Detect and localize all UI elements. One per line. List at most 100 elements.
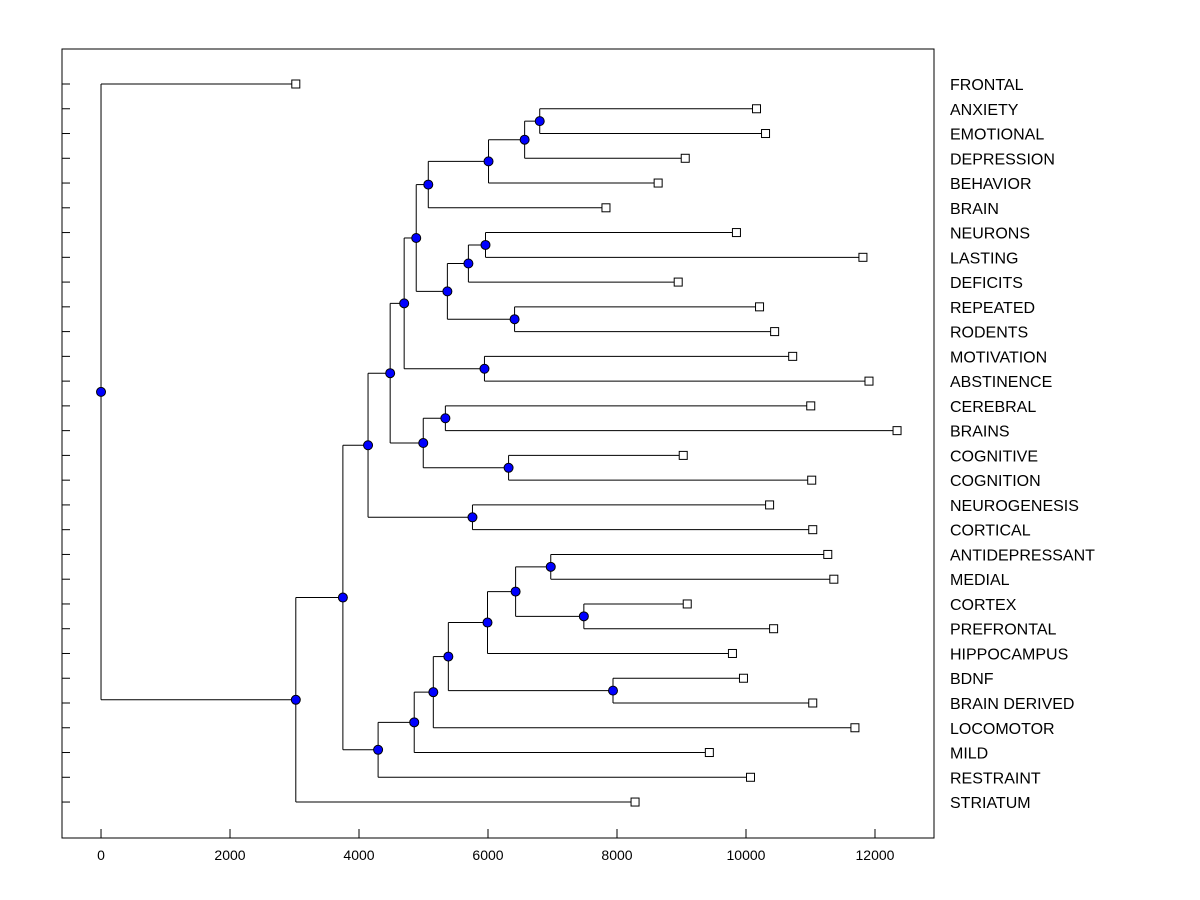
dendrogram-links (100, 83, 898, 803)
x-tick-label: 0 (97, 847, 105, 863)
cluster-node (409, 717, 420, 728)
cluster-node (479, 363, 490, 374)
leaf-label: CORTEX (950, 597, 1017, 614)
cluster-node (411, 232, 422, 243)
cluster-node (607, 685, 618, 696)
cluster-node (510, 586, 521, 597)
leaf-label: BRAIN (950, 201, 999, 218)
leaf-label: BRAINS (950, 424, 1010, 441)
cluster-node (363, 440, 374, 451)
leaf-marker (808, 698, 818, 708)
leaf-label: ANXIETY (950, 102, 1019, 119)
cluster-node (337, 592, 348, 603)
cluster-node (442, 286, 453, 297)
x-tick-label: 2000 (214, 847, 245, 863)
leaf-marker (823, 549, 833, 559)
cluster-node (418, 438, 429, 449)
leaf-label: ANTIDEPRESSANT (950, 547, 1095, 564)
x-axis: 0 2000 4000 6000 8000 10000 12000 (62, 83, 895, 863)
leaf-marker (829, 574, 839, 584)
leaf-marker (806, 401, 816, 411)
leaf-label: NEUROGENESIS (950, 498, 1079, 515)
cluster-node (467, 512, 478, 523)
x-tick-label: 8000 (601, 847, 632, 863)
leaf-label: NEURONS (950, 226, 1030, 243)
leaf-marker (761, 129, 771, 139)
cluster-node (519, 134, 530, 145)
leaf-marker (746, 772, 756, 782)
x-tick-label: 10000 (727, 847, 766, 863)
cluster-node (423, 179, 434, 190)
leaf-label: EMOTIONAL (950, 127, 1044, 144)
leaf-label: LOCOMOTOR (950, 721, 1055, 738)
leaf-marker (682, 599, 692, 609)
leaf-marker (850, 723, 860, 733)
leaf-label: ABSTINENCE (950, 374, 1052, 391)
leaf-marker (630, 797, 640, 807)
cluster-node (534, 116, 545, 127)
leaf-label: DEPRESSION (950, 151, 1055, 168)
leaf-label: RESTRAINT (950, 770, 1041, 787)
leaf-marker (808, 525, 818, 535)
leaf-marker (769, 624, 779, 634)
leaf-label: BEHAVIOR (950, 176, 1032, 193)
leaf-marker (892, 426, 902, 436)
leaf-marker (731, 228, 741, 238)
cluster-node (373, 744, 384, 755)
leaf-marker (291, 79, 301, 89)
cluster-node (509, 314, 520, 325)
cluster-node (545, 561, 556, 572)
leaf-label: CEREBRAL (950, 399, 1036, 416)
leaf-label: COGNITION (950, 473, 1041, 490)
dendrogram-nodes (96, 116, 618, 755)
leaf-marker (653, 178, 663, 188)
cluster-node (428, 687, 439, 698)
leaf-marker (858, 252, 868, 262)
x-tick-label: 6000 (472, 847, 503, 863)
leaf-label: CORTICAL (950, 523, 1031, 540)
leaf-marker (738, 673, 748, 683)
leaf-marker (680, 153, 690, 163)
leaf-marker (765, 500, 775, 510)
leaf-label: HIPPOCAMPUS (950, 646, 1068, 663)
leaf-marker (807, 475, 817, 485)
leaf-marker (601, 203, 611, 213)
leaf-label: BDNF (950, 671, 994, 688)
leaf-label: MOTIVATION (950, 349, 1047, 366)
leaf-label: REPEATED (950, 300, 1035, 317)
cluster-node (482, 617, 493, 628)
leaf-marker (788, 351, 798, 361)
cluster-node (385, 368, 396, 379)
leaf-marker (755, 302, 765, 312)
leaf-label: RODENTS (950, 325, 1028, 342)
leaf-marker (752, 104, 762, 114)
x-tick-label: 4000 (343, 847, 374, 863)
leaf-label: BRAIN DERIVED (950, 696, 1074, 713)
leaf-marker (727, 648, 737, 658)
cluster-node (463, 258, 474, 269)
leaf-label: PREFRONTAL (950, 622, 1056, 639)
leaf-marker (673, 277, 683, 287)
leaf-label: FRONTAL (950, 77, 1024, 94)
x-tick-label: 12000 (856, 847, 895, 863)
cluster-node (443, 651, 454, 662)
cluster-node (480, 239, 491, 250)
cluster-node (483, 156, 494, 167)
dendrogram-leaves: FRONTAL ANXIETY EMOTIONAL DEPRESSION BEHAVIO… (291, 77, 1095, 812)
cluster-node (440, 413, 451, 424)
cluster-node (503, 462, 514, 473)
plot-frame (61, 48, 935, 839)
leaf-marker (864, 376, 874, 386)
cluster-node (399, 298, 410, 309)
cluster-node (290, 694, 301, 705)
leaf-label: STRIATUM (950, 795, 1031, 812)
leaf-label: LASTING (950, 250, 1018, 267)
leaf-label: MEDIAL (950, 572, 1010, 589)
cluster-node (578, 611, 589, 622)
leaf-marker (770, 327, 780, 337)
leaf-label: DEFICITS (950, 275, 1023, 292)
leaf-label: MILD (950, 746, 988, 763)
cluster-node (96, 386, 107, 397)
leaf-marker (704, 748, 714, 758)
